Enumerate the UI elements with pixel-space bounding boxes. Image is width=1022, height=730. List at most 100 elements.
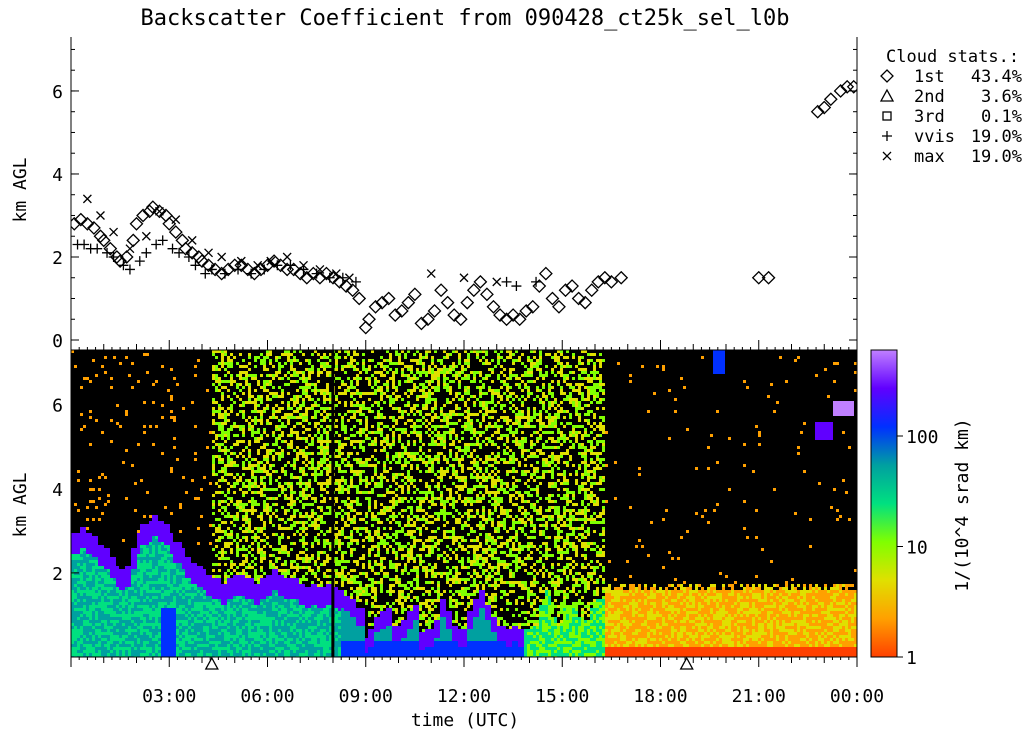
heatmap-cell — [344, 575, 347, 578]
heatmap-cell — [155, 602, 158, 605]
heatmap-cell — [266, 635, 269, 638]
heatmap-cell — [269, 575, 272, 578]
heatmap-cell — [311, 407, 314, 410]
heatmap-cell — [209, 581, 212, 584]
heatmap-cell — [317, 629, 320, 632]
heatmap-cell — [257, 467, 260, 470]
heatmap-cell — [158, 635, 161, 638]
heatmap-cell — [167, 560, 170, 563]
heatmap-cell — [323, 497, 326, 500]
heatmap-cell — [215, 356, 218, 359]
heatmap-cell — [77, 608, 80, 611]
heatmap-cell — [191, 596, 194, 599]
heatmap-cell — [113, 632, 116, 635]
heatmap-cell — [230, 578, 233, 581]
heatmap-cell — [161, 617, 164, 620]
scatter-point-1st — [240, 262, 255, 277]
heatmap-cell — [272, 413, 275, 416]
heatmap-cell — [95, 644, 98, 647]
heatmap-cell — [305, 542, 308, 545]
heatmap-cell — [80, 428, 83, 431]
heatmap-cell — [302, 392, 305, 395]
heatmap-cell — [308, 368, 311, 371]
heatmap-cell — [317, 584, 320, 587]
heatmap-cell — [89, 572, 92, 575]
heatmap-cell — [284, 353, 287, 356]
heatmap-cell — [263, 572, 266, 575]
heatmap-cell — [323, 512, 326, 515]
heatmap-cell — [206, 593, 209, 596]
heatmap-cell — [350, 452, 353, 455]
heatmap-cell — [344, 428, 347, 431]
heatmap-cell — [305, 611, 308, 614]
heatmap-cell — [308, 467, 311, 470]
heatmap-cell — [284, 653, 287, 656]
heatmap-cell — [86, 650, 89, 653]
heatmap-cell — [209, 524, 212, 527]
heatmap-cell — [224, 449, 227, 452]
heatmap-cell — [233, 584, 236, 587]
heatmap-cell — [302, 626, 305, 629]
heatmap-cell — [146, 545, 149, 548]
heatmap-cell — [263, 587, 266, 590]
heatmap-cell — [320, 461, 323, 464]
heatmap-cell — [155, 575, 158, 578]
heatmap-cell — [71, 644, 74, 647]
heatmap-cell — [341, 530, 344, 533]
heatmap-cell — [239, 371, 242, 374]
heatmap-cell — [269, 584, 272, 587]
heatmap-cell — [230, 530, 233, 533]
heatmap-cell — [251, 653, 254, 656]
heatmap-cell — [236, 515, 239, 518]
heatmap-cell — [116, 650, 119, 653]
heatmap-cell — [221, 599, 224, 602]
scatter-point-1st — [119, 250, 134, 264]
heatmap-cell — [71, 593, 74, 596]
heatmap-cell — [302, 431, 305, 434]
heatmap-cell — [203, 584, 206, 587]
heatmap-cell — [170, 551, 173, 554]
heatmap-cell — [119, 608, 122, 611]
heatmap-cell — [107, 635, 110, 638]
heatmap-cell — [200, 578, 203, 581]
heatmap-cell — [212, 581, 215, 584]
heatmap-cell — [272, 365, 275, 368]
heatmap-cell — [98, 635, 101, 638]
heatmap-cell — [287, 527, 290, 530]
heatmap-cell — [149, 575, 152, 578]
heatmap-cell — [245, 548, 248, 551]
heatmap-cell — [146, 650, 149, 653]
heatmap-cell — [287, 503, 290, 506]
heatmap-cell — [233, 476, 236, 479]
heatmap-cell — [326, 365, 329, 368]
heatmap-cell — [197, 578, 200, 581]
heatmap-cell — [344, 653, 347, 656]
heatmap-cell — [302, 386, 305, 389]
heatmap-cell — [227, 557, 230, 560]
heatmap-cell — [248, 638, 251, 641]
heatmap-cell — [173, 647, 176, 650]
heatmap-cell — [188, 599, 191, 602]
heatmap-cell — [233, 443, 236, 446]
heatmap-cell — [317, 482, 320, 485]
heatmap-cell — [305, 521, 308, 524]
heatmap-cell — [293, 593, 296, 596]
scatter-point-max — [331, 269, 341, 279]
heatmap-cell — [293, 410, 296, 413]
heatmap-cell — [257, 635, 260, 638]
heatmap-cell — [71, 614, 74, 617]
heatmap-cell — [185, 605, 188, 608]
heatmap-cell — [248, 416, 251, 419]
heatmap-cell — [248, 641, 251, 644]
heatmap-cell — [104, 632, 107, 635]
heatmap-cell — [134, 554, 137, 557]
heatmap-cell — [119, 632, 122, 635]
heatmap-cell — [248, 389, 251, 392]
heatmap-cell — [251, 542, 254, 545]
heatmap-cell — [182, 632, 185, 635]
heatmap-cell — [176, 641, 179, 644]
heatmap-cell — [71, 548, 74, 551]
heatmap-cell — [314, 560, 317, 563]
heatmap-cell — [167, 641, 170, 644]
